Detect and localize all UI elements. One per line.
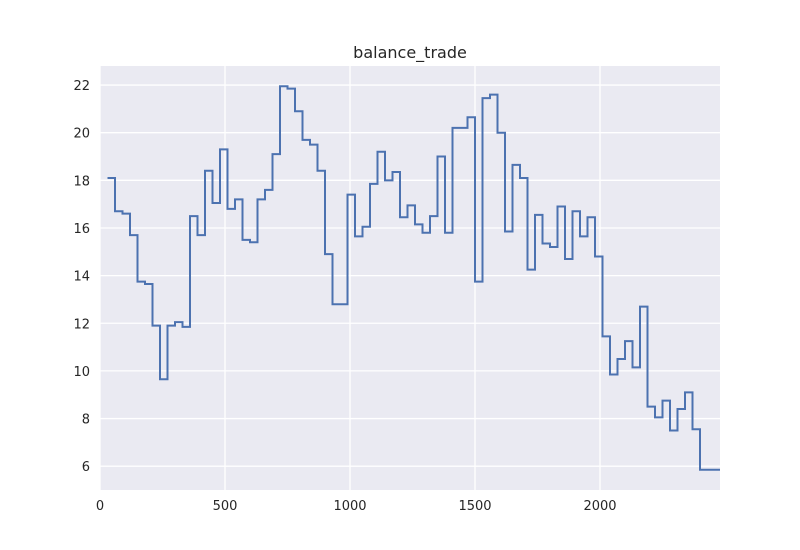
y-tick-label: 16: [73, 222, 90, 237]
y-tick-label: 10: [73, 365, 90, 380]
chart-title: balance_trade: [353, 43, 467, 63]
x-tick-label: 1500: [458, 499, 491, 514]
x-tick-label: 500: [213, 499, 238, 514]
y-tick-label: 12: [73, 317, 90, 332]
series-line: [107, 85, 720, 471]
x-tick-label: 0: [96, 499, 104, 514]
plot-area: [100, 66, 720, 490]
y-tick-label: 14: [73, 270, 90, 285]
y-tick-label: 6: [82, 460, 90, 475]
y-tick-label: 22: [73, 79, 90, 94]
tick-labels: 0 500 1000 1500 2000 6 8 10 12 14 16 18 20 22: [73, 79, 616, 514]
y-tick-label: 20: [73, 127, 90, 142]
y-tick-label: 8: [82, 413, 90, 428]
x-tick-label: 2000: [583, 499, 616, 514]
grid-lines: [99, 66, 720, 490]
x-tick-label: 1000: [333, 499, 366, 514]
y-tick-label: 18: [73, 174, 90, 189]
